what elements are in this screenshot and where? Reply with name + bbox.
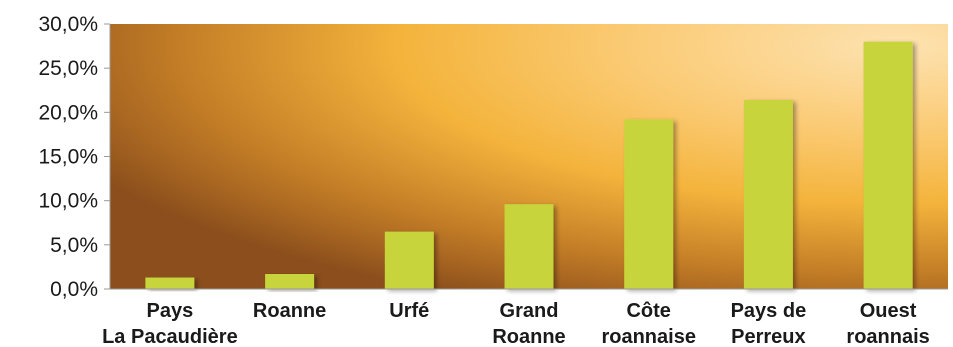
bar (743, 100, 793, 289)
x-tick-label: Roanne (253, 300, 326, 322)
y-tick-label: 30,0% (38, 13, 98, 36)
bar (265, 274, 315, 289)
y-tick-label: 10,0% (38, 190, 98, 213)
bar (624, 119, 674, 290)
y-tick-label: 5,0% (50, 234, 98, 257)
bar (145, 277, 195, 289)
x-tick-label: Urfé (389, 300, 429, 322)
bar (863, 41, 913, 290)
y-tick-label: 25,0% (38, 57, 98, 80)
bars (145, 41, 913, 290)
y-axis: 0,0% 5,0% 10,0% 15,0% 20,0% 25,0% 30,0% (38, 13, 111, 301)
x-tick-label: Ouest roannais (846, 300, 929, 347)
y-tick-label: 0,0% (50, 278, 98, 301)
x-tick-label: Côte roannaise (601, 300, 695, 347)
y-tick-label: 15,0% (38, 146, 98, 169)
x-tick-label: Grand Roanne (492, 300, 565, 347)
x-tick-label: Pays de Perreux (731, 300, 807, 347)
x-axis: Pays La Pacaudière Roanne Urfé Grand Roanne Cô… (102, 288, 948, 347)
y-tick-label: 20,0% (38, 101, 98, 124)
x-tick-label: Pays La Pacaudière (102, 300, 238, 347)
bar (504, 204, 554, 289)
bar (384, 231, 434, 289)
